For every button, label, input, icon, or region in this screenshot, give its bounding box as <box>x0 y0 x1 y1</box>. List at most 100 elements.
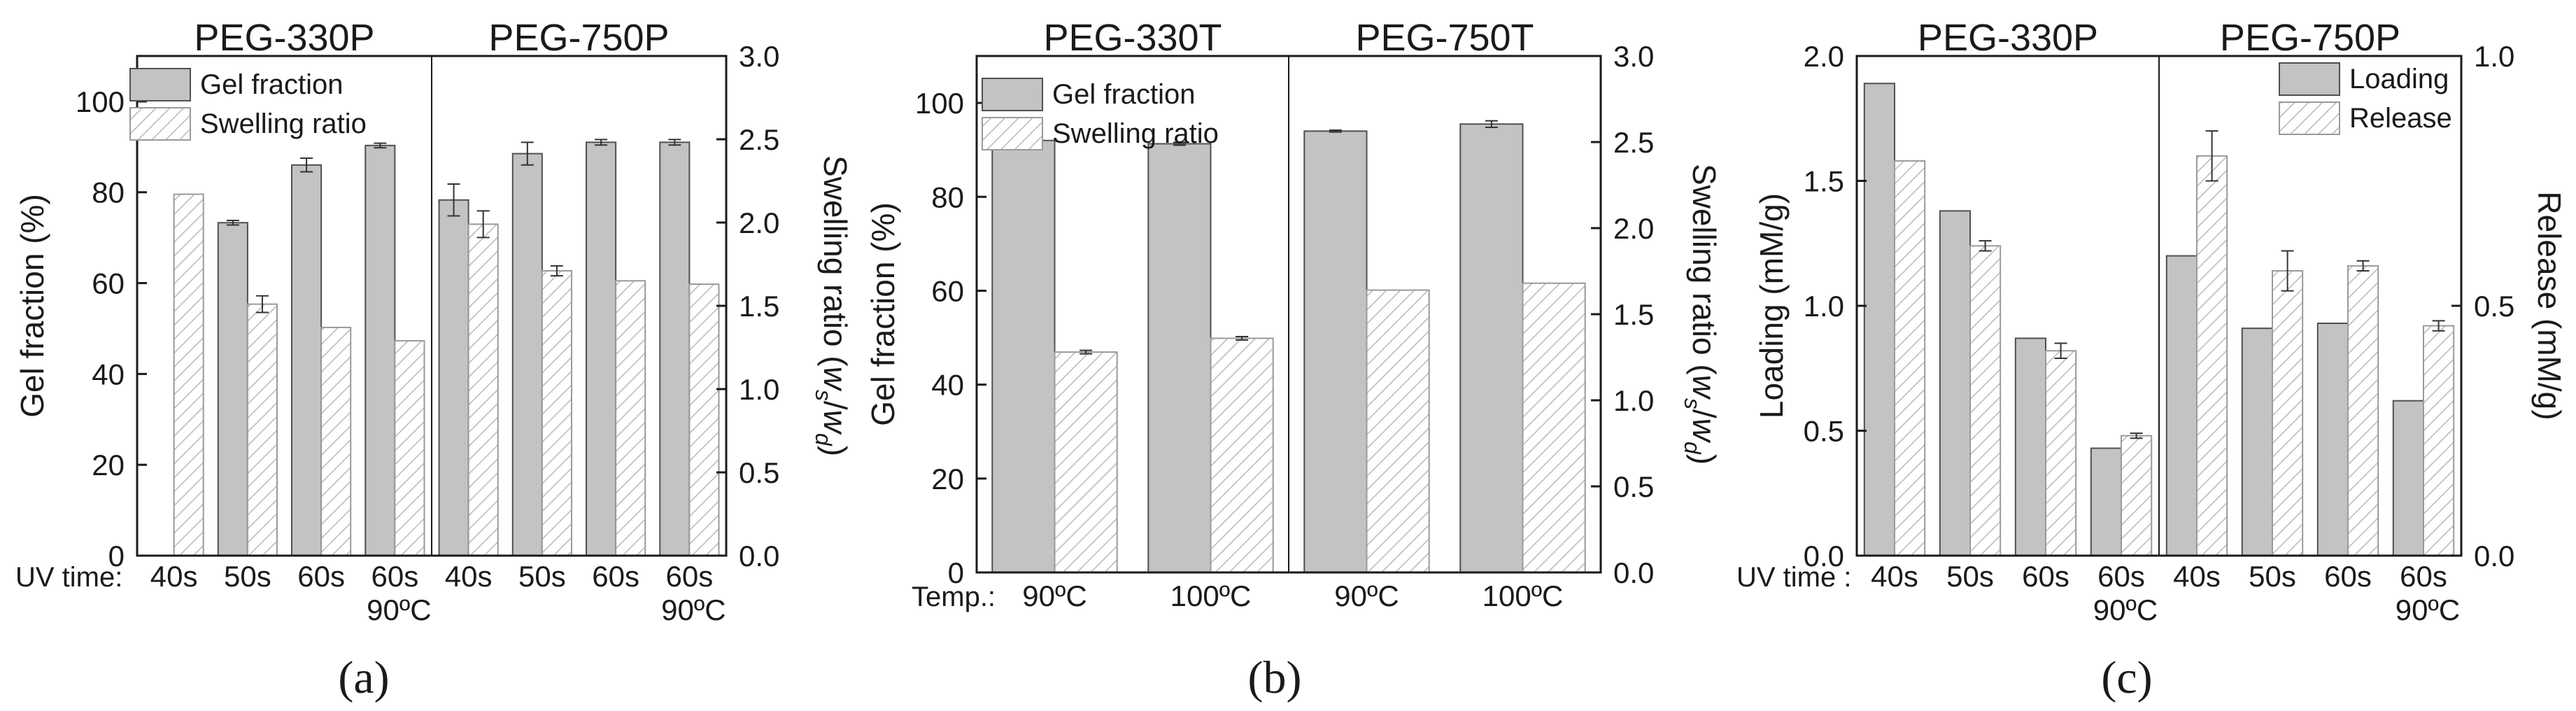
category-label: 50s <box>518 560 566 593</box>
y-tick-label: 0.0 <box>1804 540 1844 572</box>
category-label: 60s <box>2097 560 2145 593</box>
y2-axis-label-part: s <box>1680 398 1705 409</box>
bar-primary <box>659 141 691 556</box>
bar-secondary <box>1054 351 1118 573</box>
caption-a: (a) <box>338 652 389 703</box>
y2-tick-label: 2.5 <box>1613 126 1654 159</box>
y2-axis-label-part: ) <box>1686 454 1722 465</box>
bar-secondary <box>2272 270 2304 556</box>
bar-primary <box>2165 255 2198 556</box>
bar-primary <box>2090 447 2123 556</box>
legend-label: Loading <box>2349 64 2449 94</box>
y2-tick-label: 1.0 <box>2474 40 2514 73</box>
y2-tick-label: 0.0 <box>2474 540 2514 572</box>
y-tick-label: 100 <box>915 87 964 120</box>
bar-secondary <box>2121 435 2153 557</box>
panel-c-chart: PEG-330P PEG-750P 0.0 0.5 1.0 1.5 2.0 0.0 0.5 1.0… <box>1736 17 2568 626</box>
y-tick-label: 2.0 <box>1804 40 1844 73</box>
bar-secondary <box>2423 325 2455 556</box>
bar-primary <box>291 164 323 557</box>
bar-secondary <box>1969 245 2002 556</box>
y-tick-label: 0 <box>108 540 125 572</box>
caption-c: (c) <box>2101 652 2152 703</box>
y2-axis-label-part: ) <box>817 446 854 456</box>
legend-swatch <box>2279 62 2340 96</box>
y-axis-label: Gel fraction (%) <box>865 202 901 426</box>
y2-tick-label: 1.0 <box>739 373 779 406</box>
caption-b: (b) <box>1248 652 1302 703</box>
y2-axis-label-part: / <box>1686 409 1722 418</box>
group-title: PEG-330T <box>1043 17 1222 59</box>
bar-primary <box>217 222 248 556</box>
legend-swatch <box>129 68 191 101</box>
y2-tick-label: 2.0 <box>1613 212 1654 245</box>
y2-tick-label: 1.0 <box>1613 384 1654 417</box>
category-prefix: Temp.: <box>912 582 996 612</box>
category-label: 60s <box>371 560 419 593</box>
y2-axis-label: Swelling ratio (ws/wd) <box>1680 164 1722 465</box>
bar-secondary <box>541 270 572 556</box>
y2-axis-label-part: d <box>1680 442 1705 455</box>
y-tick-label: 100 <box>76 85 125 118</box>
y2-axis-label-part: Swelling ratio ( <box>817 155 854 367</box>
legend-swatch <box>2279 101 2340 135</box>
y2-tick-label: 3.0 <box>739 40 779 73</box>
legend-label: Gel fraction <box>1052 79 1196 110</box>
category-label: 50s <box>1946 560 1994 593</box>
category-label: 60s <box>2022 560 2069 593</box>
category-label: 60s <box>2400 560 2447 593</box>
bar-primary <box>1939 210 1972 556</box>
bar-secondary <box>2045 350 2077 556</box>
bar-primary <box>1303 130 1368 573</box>
y2-axis-label: Release (mM/g) <box>2531 191 2568 420</box>
panel-b-chart: PEG-330T PEG-750T 0 20 40 60 80 100 0.0 0.5 1.0 1.5… <box>865 17 1722 612</box>
y-tick-label: 1.5 <box>1804 165 1844 198</box>
category-prefix: UV time : <box>1736 562 1851 593</box>
legend-label: Swelling ratio <box>1052 118 1219 149</box>
bar-primary <box>586 141 617 556</box>
bar-secondary <box>394 339 425 556</box>
y2-axis-label-part: Swelling ratio ( <box>1686 164 1722 375</box>
legend-label: Gel fraction <box>200 69 344 100</box>
y2-tick-label: 3.0 <box>1613 40 1654 73</box>
group-title: PEG-750T <box>1355 17 1534 59</box>
category-label: 60s <box>2324 560 2372 593</box>
group-title: PEG-750P <box>2220 17 2400 59</box>
bar-secondary <box>173 193 204 557</box>
panel-a-chart: PEG-330P PEG-750P 0 20 40 60 80 100 0.0 0.5 1.0 1.5… <box>14 17 854 626</box>
bar-primary <box>1459 123 1524 574</box>
category-prefix: UV time: <box>15 562 122 593</box>
bar-primary <box>2014 337 2047 556</box>
y-tick-label: 40 <box>931 369 964 402</box>
y-tick-label: 0 <box>948 556 964 589</box>
bar-primary <box>2241 328 2274 556</box>
category-sublabel: 90ºC <box>2093 593 2158 626</box>
y-axis-label: Gel fraction (%) <box>14 194 50 418</box>
y2-axis-label-part: / <box>817 401 854 410</box>
y-tick-label: 80 <box>92 176 125 209</box>
bar-secondary <box>246 303 278 556</box>
legend-label: Release <box>2349 103 2452 134</box>
bar-primary <box>1147 143 1212 573</box>
category-label: 40s <box>445 560 493 593</box>
y2-axis-label-part: w <box>817 367 854 392</box>
category-label: 40s <box>2173 560 2221 593</box>
y2-tick-label: 1.5 <box>739 290 779 323</box>
category-sublabel: 90ºC <box>2395 593 2460 626</box>
y2-axis-label-part: d <box>811 433 836 446</box>
category-label: 50s <box>2249 560 2296 593</box>
y2-tick-label: 0.5 <box>1613 470 1654 503</box>
category-label: 50s <box>224 560 271 593</box>
y2-axis-label-part: w <box>1686 375 1722 400</box>
bar-secondary <box>1366 289 1430 573</box>
bar-secondary <box>2196 155 2228 557</box>
bar-primary <box>991 139 1056 574</box>
y2-tick-label: 2.5 <box>739 123 779 156</box>
category-label: 40s <box>150 560 198 593</box>
legend-label: Swelling ratio <box>200 108 367 139</box>
bar-primary <box>365 144 396 556</box>
y2-axis-label-part: w <box>817 410 854 435</box>
y-tick-label: 80 <box>931 181 964 213</box>
y2-tick-label: 1.5 <box>1613 298 1654 331</box>
